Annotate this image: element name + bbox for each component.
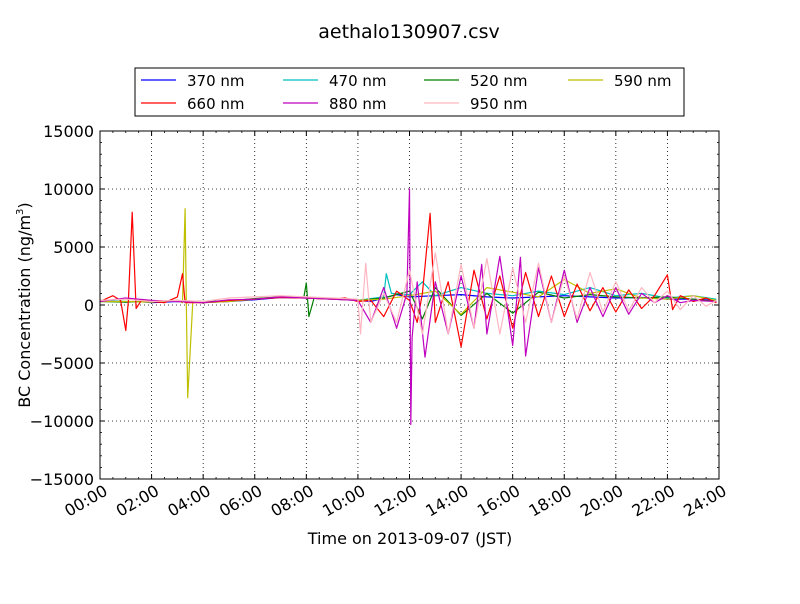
legend-label: 370 nm	[187, 72, 245, 90]
y-tick-label: 10000	[43, 180, 94, 199]
plot-frame	[99, 130, 720, 480]
y-tick-label: 15000	[43, 122, 94, 141]
legend: 370 nm 470 nm 520 nm 590 nm 660 nm 880 nm 950 …	[134, 67, 685, 117]
series-line-880-nm	[100, 188, 717, 426]
series-group	[100, 188, 717, 426]
y-axis-label: BC Concentration (ng/m3)	[15, 202, 34, 407]
y-tick-label: −5000	[40, 354, 94, 373]
series-line-950-nm	[100, 252, 717, 335]
legend-label: 950 nm	[470, 95, 528, 113]
legend-box	[134, 67, 685, 117]
legend-label: 470 nm	[329, 72, 387, 90]
legend-label: 880 nm	[329, 95, 387, 113]
y-axis-label-sup: 3	[15, 209, 26, 215]
y-tick-label: −15000	[30, 470, 94, 489]
x-axis-label: Time on 2013-09-07 (JST)	[307, 529, 512, 548]
y-tick-label: 5000	[53, 238, 94, 257]
chart-title: aethalo130907.csv	[318, 21, 500, 43]
y-tick-labels: 15000 10000 5000 0 −5000 −10000 −15000	[30, 122, 94, 489]
legend-label: 660 nm	[187, 95, 245, 113]
y-axis-label-suffix: )	[15, 202, 34, 208]
y-tick-label: 0	[84, 296, 94, 315]
y-tick-label: −10000	[30, 412, 94, 431]
y-axis-label-prefix: BC Concentration (ng/m	[15, 215, 34, 408]
legend-label: 590 nm	[614, 72, 672, 90]
legend-label: 520 nm	[470, 72, 528, 90]
